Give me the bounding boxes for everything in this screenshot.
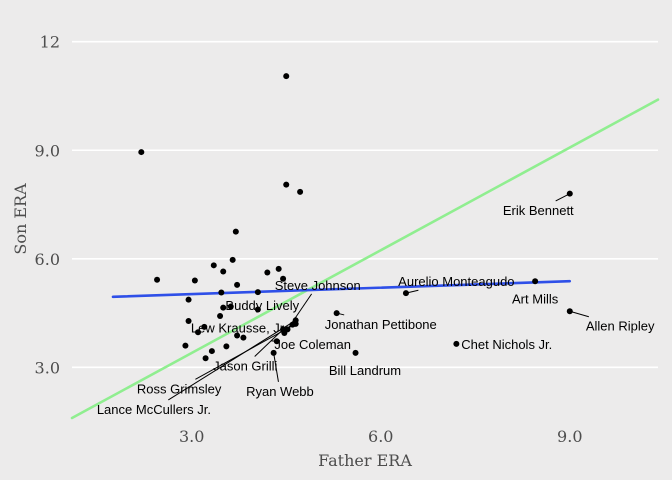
data-point bbox=[220, 268, 227, 275]
y-axis-ticks: 3.0 6.0 9.0 12 bbox=[35, 33, 60, 378]
data-point bbox=[182, 342, 189, 349]
point-label: Joe Coleman bbox=[274, 337, 351, 352]
data-point bbox=[138, 149, 145, 156]
data-point bbox=[210, 262, 217, 269]
data-point bbox=[280, 326, 287, 333]
trend-lines bbox=[70, 98, 660, 420]
data-point bbox=[283, 73, 290, 80]
point-label: Allen Ripley bbox=[586, 319, 655, 334]
data-point bbox=[402, 290, 409, 297]
data-point bbox=[453, 340, 460, 347]
x-tick-label: 9.0 bbox=[557, 427, 582, 446]
point-label: Lew Krausse, Jr. bbox=[191, 321, 287, 336]
data-points bbox=[138, 73, 573, 362]
point-label: Ryan Webb bbox=[246, 384, 314, 399]
point-label: Bill Landrum bbox=[329, 363, 401, 378]
leader-line bbox=[273, 352, 279, 382]
leader-line bbox=[569, 310, 589, 318]
data-point bbox=[229, 256, 236, 263]
data-point bbox=[352, 349, 359, 356]
data-point bbox=[218, 289, 225, 296]
data-point bbox=[254, 306, 261, 313]
point-labels: Buddy Lively Lew Krausse, Jr. Steve Johnso… bbox=[97, 203, 655, 417]
data-point bbox=[223, 343, 230, 350]
leader-line bbox=[168, 319, 296, 401]
point-label: Jonathan Pettibone bbox=[325, 317, 437, 332]
data-point bbox=[154, 276, 161, 283]
point-label: Art Mills bbox=[512, 292, 559, 307]
data-point bbox=[270, 349, 277, 356]
data-point bbox=[254, 289, 261, 296]
y-tick-label: 3.0 bbox=[35, 358, 60, 377]
point-label: Aurelio Monteagudo bbox=[398, 274, 514, 289]
x-tick-label: 6.0 bbox=[368, 427, 393, 446]
x-axis-title: Father ERA bbox=[318, 451, 412, 470]
data-point bbox=[217, 312, 224, 319]
y-axis-title: Son ERA bbox=[11, 183, 30, 255]
point-label: Chet Nichols Jr. bbox=[461, 337, 552, 352]
data-point bbox=[283, 181, 290, 188]
point-label: Erik Bennett bbox=[503, 203, 574, 218]
data-point bbox=[191, 277, 198, 284]
data-point bbox=[234, 281, 241, 288]
data-point bbox=[273, 338, 280, 345]
data-point bbox=[185, 296, 192, 303]
data-point bbox=[220, 304, 227, 311]
data-point bbox=[195, 329, 202, 336]
y-tick-label: 6.0 bbox=[35, 250, 60, 269]
series-line bbox=[111, 279, 572, 299]
data-point bbox=[280, 275, 287, 282]
data-point bbox=[275, 265, 282, 272]
data-point bbox=[297, 188, 304, 195]
data-point bbox=[234, 332, 241, 339]
data-point bbox=[227, 303, 234, 310]
series-line bbox=[70, 98, 660, 420]
data-point bbox=[185, 318, 192, 325]
data-point bbox=[202, 355, 209, 362]
data-point bbox=[333, 310, 340, 317]
y-tick-label: 12 bbox=[40, 33, 60, 52]
point-label: Buddy Lively bbox=[225, 298, 299, 313]
point-label: Lance McCullers Jr. bbox=[97, 402, 211, 417]
data-point bbox=[566, 190, 573, 197]
grid-lines bbox=[72, 40, 658, 369]
data-point bbox=[264, 269, 271, 276]
point-label: Steve Johnson bbox=[275, 278, 361, 293]
y-tick-label: 9.0 bbox=[35, 141, 60, 160]
x-axis-ticks: 3.0 6.0 9.0 bbox=[179, 427, 583, 446]
data-point bbox=[232, 228, 239, 235]
data-point bbox=[201, 323, 208, 330]
point-label: Ross Grimsley bbox=[137, 381, 222, 396]
point-label: Jason Grilli bbox=[213, 359, 277, 374]
data-point bbox=[532, 278, 539, 285]
data-point bbox=[240, 334, 247, 341]
data-point bbox=[566, 308, 573, 315]
data-point bbox=[292, 317, 299, 324]
x-tick-label: 3.0 bbox=[179, 427, 204, 446]
data-point bbox=[208, 348, 215, 355]
